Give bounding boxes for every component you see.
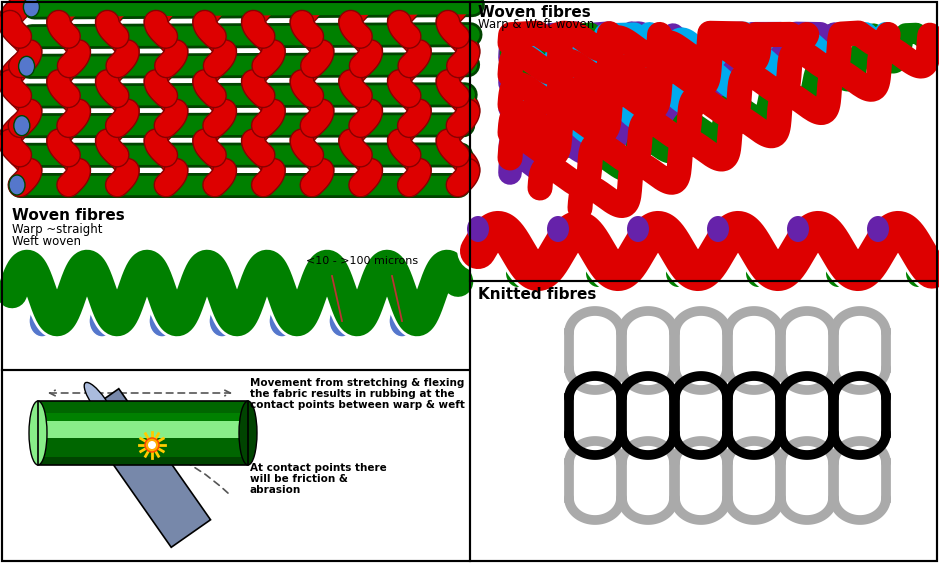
- Ellipse shape: [506, 259, 530, 287]
- Text: will be friction &: will be friction &: [250, 474, 347, 484]
- Ellipse shape: [826, 259, 850, 287]
- Bar: [38, 457, 248, 465]
- Ellipse shape: [29, 401, 47, 465]
- Ellipse shape: [85, 382, 114, 423]
- Ellipse shape: [467, 216, 489, 242]
- Text: <10 - >100 microns: <10 - >100 microns: [306, 256, 418, 266]
- Ellipse shape: [149, 305, 175, 337]
- Ellipse shape: [627, 216, 649, 242]
- Ellipse shape: [19, 56, 35, 77]
- Ellipse shape: [9, 175, 25, 195]
- Text: contact points between warp & weft: contact points between warp & weft: [250, 400, 465, 410]
- Bar: [38, 413, 248, 421]
- Ellipse shape: [666, 259, 690, 287]
- Text: Woven fibres: Woven fibres: [12, 208, 125, 223]
- Ellipse shape: [707, 216, 729, 242]
- Text: Woven fibres: Woven fibres: [478, 5, 591, 20]
- Ellipse shape: [29, 305, 55, 337]
- Circle shape: [148, 441, 156, 449]
- Text: Warp ~straight: Warp ~straight: [12, 223, 102, 236]
- Text: abrasion: abrasion: [250, 485, 301, 495]
- Text: Warp & Weft woven: Warp & Weft woven: [478, 18, 594, 31]
- Text: Knitted fibres: Knitted fibres: [478, 287, 596, 302]
- Ellipse shape: [906, 259, 930, 287]
- Polygon shape: [80, 388, 210, 547]
- Bar: [38, 418, 248, 438]
- Text: the fabric results in rubbing at the: the fabric results in rubbing at the: [250, 389, 454, 399]
- Ellipse shape: [586, 259, 610, 287]
- Ellipse shape: [239, 401, 257, 465]
- Text: Movement from stretching & flexing: Movement from stretching & flexing: [250, 378, 465, 388]
- Circle shape: [145, 438, 159, 452]
- Ellipse shape: [89, 305, 115, 337]
- Ellipse shape: [547, 216, 569, 242]
- Ellipse shape: [389, 305, 415, 337]
- Ellipse shape: [23, 0, 39, 17]
- Text: Weft woven: Weft woven: [12, 235, 81, 248]
- Text: At contact points there: At contact points there: [250, 463, 387, 473]
- Ellipse shape: [867, 216, 889, 242]
- FancyBboxPatch shape: [38, 401, 248, 465]
- Ellipse shape: [269, 305, 295, 337]
- Ellipse shape: [14, 115, 30, 136]
- Ellipse shape: [746, 259, 770, 287]
- Ellipse shape: [209, 305, 235, 337]
- Ellipse shape: [787, 216, 809, 242]
- Ellipse shape: [329, 305, 355, 337]
- Bar: [38, 401, 248, 465]
